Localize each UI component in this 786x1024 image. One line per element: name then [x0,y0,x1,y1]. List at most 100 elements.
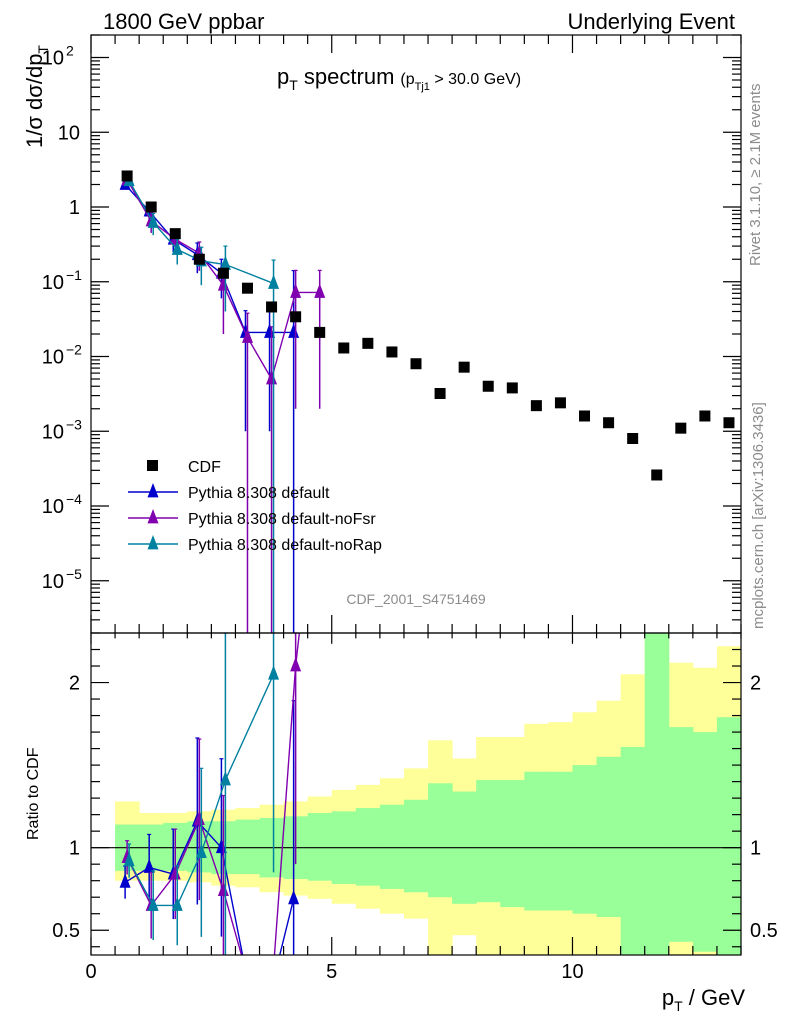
y-tick-label: 10 [42,347,64,369]
ratio-point [171,896,183,911]
band-green-bin [379,804,405,889]
rivet-side-label: Rivet 3.1.10, ≥ 2.1M events [747,84,764,267]
ratio-point [143,858,155,873]
ratio-series-layer [119,632,302,955]
band-green-bin [476,779,501,903]
y-tick-label: 10 [42,421,64,443]
cdf-data-point [121,170,133,182]
x-axis-label-main: p [662,985,674,1010]
plot-title: pT spectrum (pTj1 > 30.0 GeV) [277,64,521,93]
top-series-line [128,180,274,285]
cdf-data-point [675,422,687,434]
legend-label: CDF [188,459,221,476]
cdf-data-point [723,417,735,429]
x-tick-label: 5 [326,961,337,983]
ratio-point [123,851,135,867]
ratio-tick-label-left: 2 [69,673,80,695]
cdf-data-point [266,301,278,313]
ratio-point [288,889,300,905]
mcplots-side-label: mcplots.cern.ch [arXiv:1306.3436] [750,402,767,629]
cdf-data-point [145,201,157,213]
ratio-point [219,770,231,786]
title-main-sub: T [289,77,298,93]
title-main: p [277,64,289,89]
top-point [268,274,280,289]
band-green-bin [524,771,549,911]
x-axis-label: pT / GeV [662,985,745,1014]
legend-label: Pythia 8.308 default [188,485,330,502]
y-tick-exponent: −4 [66,491,82,507]
y-tick-exponent: −5 [66,566,82,582]
cdf-data-point [241,282,253,294]
ratio-tick-label-right: 0.5 [750,920,778,942]
ratio-tick-label-right: 2 [750,673,761,695]
title-rest: spectrum [298,64,395,89]
ratio-tick-label-left: 0.5 [52,920,80,942]
ratio-uncertainty-bands [91,633,742,955]
top-series-layer [119,170,735,633]
x-tick-label: 0 [85,961,96,983]
legend-marker [147,483,159,498]
top-point [288,323,300,338]
ratio-point [290,657,302,672]
band-green-bin [307,812,333,881]
y-tick-label: 10 [42,496,64,518]
top-point [314,283,326,298]
cdf-data-point [338,342,350,354]
cdf-data-point [290,311,302,323]
top-point [147,213,159,228]
cdf-data-point [193,253,205,265]
y-axis-label: 1/σ dσ/dpT [22,45,51,148]
band-green-bin [235,819,261,875]
cdf-data-point [627,432,639,444]
top-point [171,240,183,255]
band-green-bin [596,756,622,918]
cdf-data-point [169,228,181,240]
cdf-data-point [314,326,326,338]
band-green-bin [548,771,573,911]
cdf-data-point [579,410,591,422]
band-green-bin [620,746,646,955]
top-point [219,255,231,270]
cdf-data-point [458,361,470,373]
ratio-point [119,873,131,888]
y-axis-label-sub: T [35,45,51,54]
top-point [241,328,253,343]
header-right: Underlying Event [567,9,735,34]
cdf-data-point [554,397,566,409]
legend-label: Pythia 8.308 default-noFsr [188,511,376,528]
cdf-data-point [506,382,518,394]
title-cut-rest: > 30.0 GeV) [430,71,521,88]
y-axis-label-main: 1/σ dσ/dp [22,54,47,148]
legend-label: Pythia 8.308 default-noRap [188,537,382,554]
ratio-point [147,896,159,911]
ratio-point [268,665,280,680]
cdf-data-point [603,417,615,429]
cdf-data-point [699,410,711,422]
band-green-bin [403,799,429,893]
band-green-bin [644,633,670,955]
x-axis-label-rest: / GeV [683,985,746,1010]
band-green-bin [428,783,453,898]
title-cut-open: (p [400,71,414,88]
y-tick-exponent: 2 [66,43,74,59]
y-tick-exponent: −1 [66,267,82,283]
ratio-tick-label-left: 1 [69,838,80,860]
legend-marker [147,535,159,550]
ratio-series-line [124,819,295,955]
ratio-series-line [128,673,275,907]
cdf-data-point [386,346,398,358]
y-tick-label: 10 [42,571,64,593]
cdf-data-point [482,380,494,392]
band-green-bin [692,732,718,952]
band-green-bin [668,727,694,942]
band-green-bin [355,808,381,886]
x-tick-label: 10 [561,961,583,983]
cdf-data-point [410,358,422,370]
cdf-data-point [362,337,374,349]
band-green-bin [572,765,598,914]
cdf-data-point [434,387,446,399]
x-axis-label-sub: T [674,998,683,1014]
y-tick-label: 10 [58,122,80,144]
